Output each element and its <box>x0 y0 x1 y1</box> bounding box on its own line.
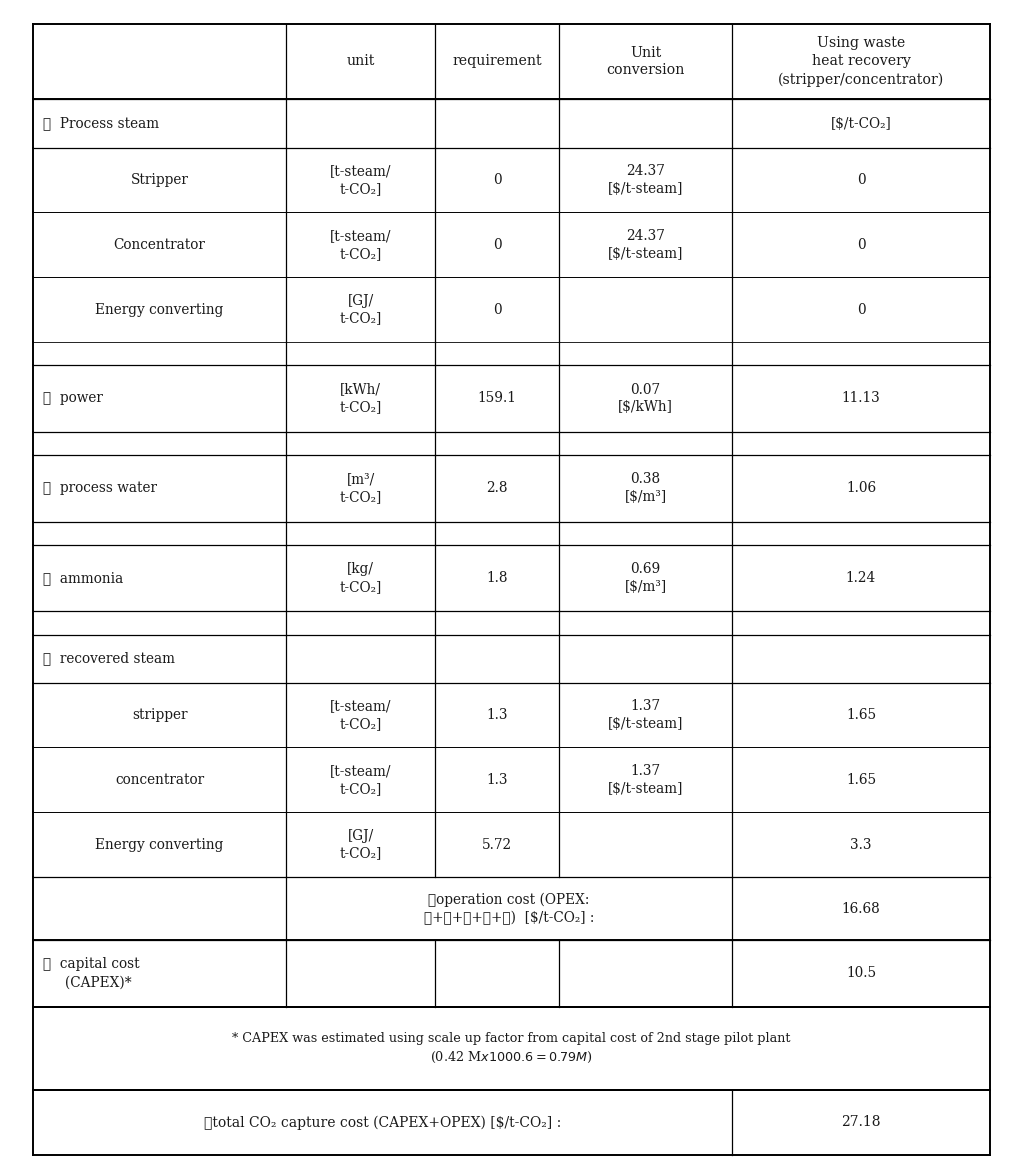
Text: 10.5: 10.5 <box>846 967 876 981</box>
Text: 1.3: 1.3 <box>486 708 507 722</box>
Text: requirement: requirement <box>452 54 542 68</box>
Text: 1.06: 1.06 <box>846 481 876 495</box>
Text: * CAPEX was estimated using scale up factor from capital cost of 2nd stage pilot: * CAPEX was estimated using scale up fac… <box>232 1031 791 1065</box>
Text: Energy converting: Energy converting <box>95 837 224 851</box>
Text: 27.18: 27.18 <box>841 1115 881 1129</box>
Text: 1.3: 1.3 <box>486 773 507 787</box>
Text: 24.37
[$/t-steam]: 24.37 [$/t-steam] <box>608 165 683 196</box>
Text: Stripper: Stripper <box>131 173 188 187</box>
Text: stripper: stripper <box>132 708 187 722</box>
Text: [kg/
t-CO₂]: [kg/ t-CO₂] <box>340 562 382 594</box>
Text: [t-steam/
t-CO₂]: [t-steam/ t-CO₂] <box>330 764 392 796</box>
Text: 11.13: 11.13 <box>842 392 881 406</box>
Text: [kWh/
t-CO₂]: [kWh/ t-CO₂] <box>340 382 382 414</box>
Text: 1.37
[$/t-steam]: 1.37 [$/t-steam] <box>608 764 683 796</box>
Text: 159.1: 159.1 <box>478 392 517 406</box>
Text: 0.38
[$/m³]: 0.38 [$/m³] <box>624 473 667 505</box>
Text: 0: 0 <box>856 302 865 316</box>
Text: [m³/
t-CO₂]: [m³/ t-CO₂] <box>340 473 382 505</box>
Text: 0.07
[$/kWh]: 0.07 [$/kWh] <box>618 382 673 414</box>
Text: concentrator: concentrator <box>115 773 205 787</box>
Text: 1.24: 1.24 <box>846 572 876 586</box>
Text: Unit
conversion: Unit conversion <box>607 46 684 78</box>
Text: 24.37
[$/t-steam]: 24.37 [$/t-steam] <box>608 229 683 261</box>
Text: 0: 0 <box>493 302 501 316</box>
Text: 0: 0 <box>856 173 865 187</box>
Text: [$/t-CO₂]: [$/t-CO₂] <box>831 116 891 131</box>
Text: Concentrator: Concentrator <box>114 238 206 252</box>
Text: ③  process water: ③ process water <box>43 481 157 495</box>
Text: [t-steam/
t-CO₂]: [t-steam/ t-CO₂] <box>330 700 392 731</box>
Text: 0: 0 <box>493 173 501 187</box>
Text: [GJ/
t-CO₂]: [GJ/ t-CO₂] <box>340 294 382 326</box>
Text: ①  Process steam: ① Process steam <box>43 116 160 131</box>
Text: 0: 0 <box>493 238 501 252</box>
Text: [t-steam/
t-CO₂]: [t-steam/ t-CO₂] <box>330 229 392 261</box>
Text: ②  power: ② power <box>43 392 103 406</box>
Text: 1.37
[$/t-steam]: 1.37 [$/t-steam] <box>608 700 683 731</box>
Text: 16.68: 16.68 <box>842 902 881 916</box>
Text: Using waste
heat recovery
(stripper/concentrator): Using waste heat recovery (stripper/conc… <box>777 36 944 87</box>
Text: ★total CO₂ capture cost (CAPEX+OPEX) [$/t-CO₂] :: ★total CO₂ capture cost (CAPEX+OPEX) [$/… <box>204 1115 561 1130</box>
Text: ④  ammonia: ④ ammonia <box>43 572 123 586</box>
Text: [t-steam/
t-CO₂]: [t-steam/ t-CO₂] <box>330 165 392 196</box>
Text: [GJ/
t-CO₂]: [GJ/ t-CO₂] <box>340 829 382 861</box>
Text: 1.65: 1.65 <box>846 708 876 722</box>
Text: 5.72: 5.72 <box>482 837 513 851</box>
Text: unit: unit <box>347 54 374 68</box>
Text: 0: 0 <box>856 238 865 252</box>
Text: ⑤  recovered steam: ⑤ recovered steam <box>43 652 175 666</box>
Text: 3.3: 3.3 <box>850 837 872 851</box>
Text: 0.69
[$/m³]: 0.69 [$/m³] <box>624 562 667 594</box>
Text: Energy converting: Energy converting <box>95 302 224 316</box>
Text: ⑥  capital cost
     (CAPEX)*: ⑥ capital cost (CAPEX)* <box>43 957 139 989</box>
Text: 2.8: 2.8 <box>486 481 507 495</box>
Text: 1.8: 1.8 <box>486 572 507 586</box>
Text: 1.65: 1.65 <box>846 773 876 787</box>
Text: ☆operation cost (OPEX:
①+②+③+④+⑤)  [$/t-CO₂] :: ☆operation cost (OPEX: ①+②+③+④+⑤) [$/t-C… <box>424 893 594 924</box>
